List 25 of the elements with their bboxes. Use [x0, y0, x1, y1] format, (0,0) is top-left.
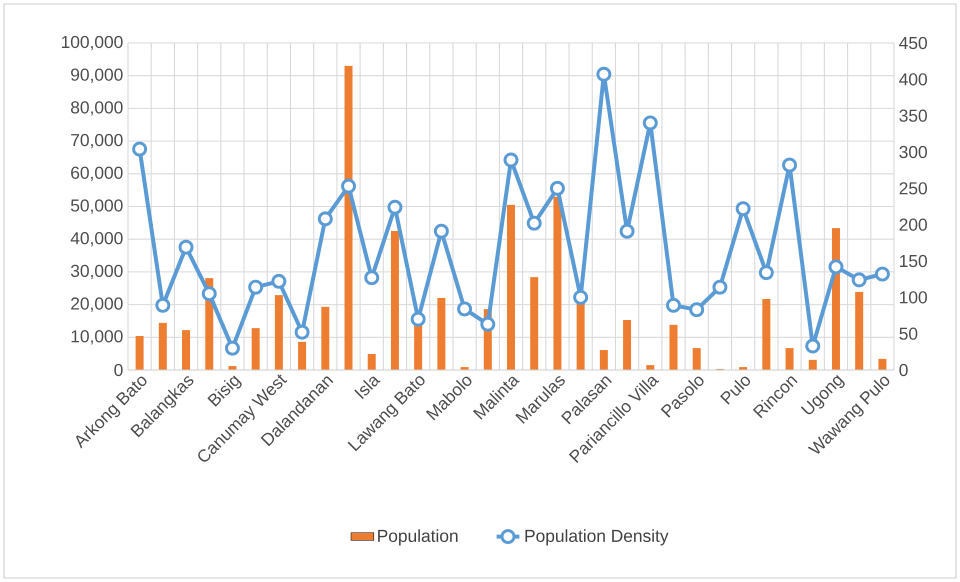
y-tick-label: 0 [114, 364, 123, 376]
y2-tick-label: 100 [900, 291, 927, 304]
y-tick-label: 90,000 [71, 68, 123, 83]
y2-tick-label: 50 [899, 328, 918, 340]
legend-label: Population [378, 529, 458, 546]
y-tick-label: 20,000 [71, 297, 123, 312]
y2-tick-label: 300 [899, 146, 927, 158]
y2-tick-label: 250 [900, 182, 927, 194]
x-tick-label: Isla [354, 376, 381, 400]
y2-tick-label: 200 [900, 218, 927, 231]
x-tick-label: Pulo [720, 376, 750, 405]
y2-tick-label: 450 [899, 36, 927, 50]
y2-tick-label: 0 [899, 364, 908, 376]
y-tick-label: 70,000 [71, 134, 123, 148]
y2-tick-label: 350 [899, 110, 927, 122]
y-tick-label: 80,000 [71, 101, 123, 116]
y-tick-label: 10,000 [72, 330, 123, 344]
y-tick-label: 50,000 [70, 199, 123, 214]
y-tick-label: 100,000 [62, 36, 123, 50]
legend-label: Population Density [525, 529, 669, 546]
y2-tick-label: 150 [900, 254, 927, 268]
y2-tick-label: 400 [899, 73, 927, 86]
y-tick-label: 40,000 [70, 232, 123, 246]
y-tick-label: 60,000 [71, 166, 123, 181]
y-tick-label: 30,000 [70, 264, 123, 280]
